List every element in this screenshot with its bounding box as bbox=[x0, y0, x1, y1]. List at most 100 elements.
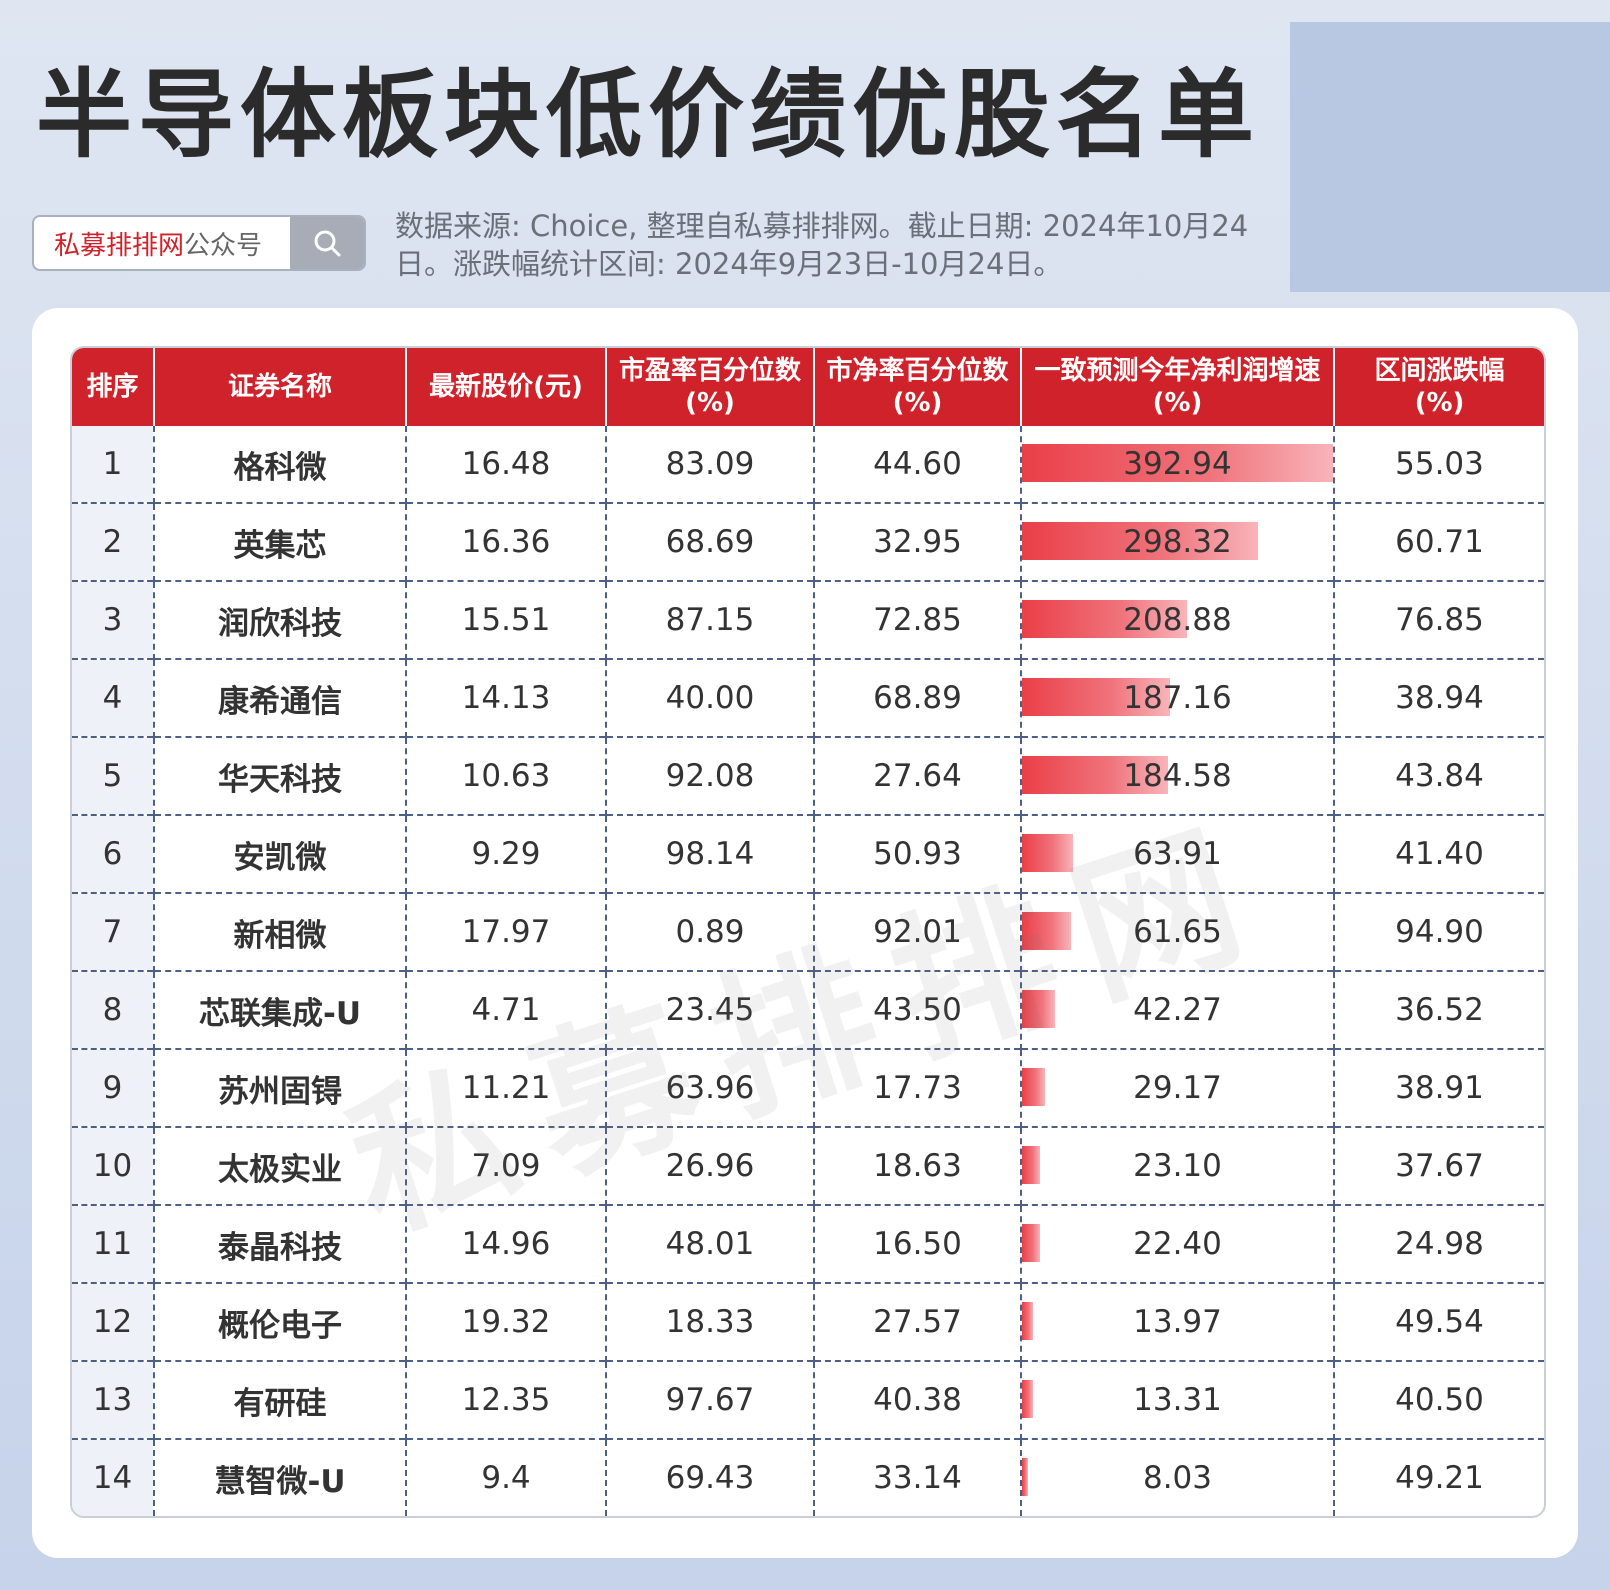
growth-value: 29.17 bbox=[1133, 1070, 1222, 1106]
price-cell: 10.63 bbox=[406, 736, 607, 815]
rank-cell: 6 bbox=[72, 814, 155, 893]
pb-cell: 27.57 bbox=[814, 1282, 1022, 1361]
search-label[interactable]: 私募排排网 公众号 bbox=[34, 217, 290, 269]
table-row: 12 概伦电子 19.32 18.33 27.57 13.97 49.54 bbox=[72, 1282, 1544, 1361]
table-card: 排序 证券名称 最新股价(元) 市盈率百分位数 (%) 市净率百分位数 (%) 一致… bbox=[32, 308, 1578, 1558]
growth-bar bbox=[1022, 1458, 1029, 1496]
change-cell: 49.21 bbox=[1334, 1438, 1544, 1516]
pb-cell: 50.93 bbox=[814, 814, 1022, 893]
change-cell: 43.84 bbox=[1334, 736, 1544, 815]
change-cell: 41.40 bbox=[1334, 814, 1544, 893]
growth-cell: 298.32 bbox=[1021, 502, 1335, 581]
pe-cell: 87.15 bbox=[606, 580, 815, 659]
header-pe: 市盈率百分位数 (%) bbox=[606, 348, 815, 426]
table-row: 2 英集芯 16.36 68.69 32.95 298.32 60.71 bbox=[72, 502, 1544, 581]
growth-cell: 8.03 bbox=[1021, 1438, 1335, 1516]
growth-bar bbox=[1022, 678, 1171, 716]
rank-cell: 5 bbox=[72, 736, 155, 815]
change-cell: 24.98 bbox=[1334, 1204, 1544, 1283]
price-cell: 16.48 bbox=[406, 426, 607, 503]
pb-cell: 43.50 bbox=[814, 970, 1022, 1049]
rank-cell: 12 bbox=[72, 1282, 155, 1361]
table-row: 8 芯联集成-U 4.71 23.45 43.50 42.27 36.52 bbox=[72, 970, 1544, 1049]
table-row: 1 格科微 16.48 83.09 44.60 392.94 55.03 bbox=[72, 426, 1544, 503]
table-row: 14 慧智微-U 9.4 69.43 33.14 8.03 49.21 bbox=[72, 1438, 1544, 1516]
name-cell: 新相微 bbox=[154, 892, 407, 971]
rank-cell: 13 bbox=[72, 1360, 155, 1439]
table-row: 6 安凯微 9.29 98.14 50.93 63.91 41.40 bbox=[72, 814, 1544, 893]
rank-cell: 2 bbox=[72, 502, 155, 581]
growth-value: 13.31 bbox=[1133, 1382, 1222, 1418]
search-box[interactable]: 私募排排网 公众号 bbox=[32, 215, 366, 271]
growth-bar bbox=[1022, 600, 1188, 638]
growth-bar bbox=[1022, 1224, 1040, 1262]
background-panel bbox=[1290, 22, 1610, 292]
price-cell: 12.35 bbox=[406, 1360, 607, 1439]
price-cell: 19.32 bbox=[406, 1282, 607, 1361]
pe-cell: 69.43 bbox=[606, 1438, 815, 1516]
rank-cell: 1 bbox=[72, 426, 155, 503]
growth-bar bbox=[1022, 444, 1333, 482]
growth-cell: 392.94 bbox=[1021, 426, 1335, 503]
header-name: 证券名称 bbox=[154, 348, 407, 426]
header-change: 区间涨跌幅 (%) bbox=[1334, 348, 1544, 426]
pb-cell: 92.01 bbox=[814, 892, 1022, 971]
price-cell: 7.09 bbox=[406, 1126, 607, 1205]
pb-cell: 44.60 bbox=[814, 426, 1022, 503]
price-cell: 14.96 bbox=[406, 1204, 607, 1283]
pe-cell: 83.09 bbox=[606, 426, 815, 503]
growth-value: 8.03 bbox=[1142, 1460, 1213, 1496]
search-icon bbox=[314, 230, 341, 257]
name-cell: 苏州固锝 bbox=[154, 1048, 407, 1127]
name-cell: 有研硅 bbox=[154, 1360, 407, 1439]
growth-value: 22.40 bbox=[1133, 1226, 1222, 1262]
price-cell: 16.36 bbox=[406, 502, 607, 581]
table-row: 11 泰晶科技 14.96 48.01 16.50 22.40 24.98 bbox=[72, 1204, 1544, 1283]
growth-bar bbox=[1022, 1380, 1033, 1418]
rank-cell: 11 bbox=[72, 1204, 155, 1283]
growth-bar bbox=[1022, 834, 1073, 872]
change-cell: 40.50 bbox=[1334, 1360, 1544, 1439]
table-header-row: 排序 证券名称 最新股价(元) 市盈率百分位数 (%) 市净率百分位数 (%) 一致… bbox=[72, 348, 1544, 426]
pe-cell: 23.45 bbox=[606, 970, 815, 1049]
growth-value: 13.97 bbox=[1133, 1304, 1222, 1340]
growth-bar bbox=[1022, 912, 1071, 950]
pb-cell: 33.14 bbox=[814, 1438, 1022, 1516]
growth-value: 298.32 bbox=[1123, 524, 1232, 560]
pe-cell: 26.96 bbox=[606, 1126, 815, 1205]
name-cell: 润欣科技 bbox=[154, 580, 407, 659]
growth-value: 23.10 bbox=[1133, 1148, 1222, 1184]
growth-bar bbox=[1022, 522, 1259, 560]
header-price: 最新股价(元) bbox=[406, 348, 607, 426]
growth-value: 187.16 bbox=[1123, 680, 1232, 716]
pe-cell: 0.89 bbox=[606, 892, 815, 971]
name-cell: 华天科技 bbox=[154, 736, 407, 815]
pe-cell: 40.00 bbox=[606, 658, 815, 737]
pe-cell: 68.69 bbox=[606, 502, 815, 581]
pe-cell: 18.33 bbox=[606, 1282, 815, 1361]
rank-cell: 7 bbox=[72, 892, 155, 971]
growth-value: 63.91 bbox=[1133, 836, 1222, 872]
growth-cell: 61.65 bbox=[1021, 892, 1335, 971]
growth-cell: 23.10 bbox=[1021, 1126, 1335, 1205]
change-cell: 37.67 bbox=[1334, 1126, 1544, 1205]
search-button[interactable] bbox=[290, 217, 364, 269]
change-cell: 49.54 bbox=[1334, 1282, 1544, 1361]
pe-cell: 92.08 bbox=[606, 736, 815, 815]
pb-cell: 72.85 bbox=[814, 580, 1022, 659]
table-row: 10 太极实业 7.09 26.96 18.63 23.10 37.67 bbox=[72, 1126, 1544, 1205]
growth-value: 61.65 bbox=[1133, 914, 1222, 950]
growth-value: 184.58 bbox=[1123, 758, 1232, 794]
name-cell: 概伦电子 bbox=[154, 1282, 407, 1361]
change-cell: 38.91 bbox=[1334, 1048, 1544, 1127]
growth-cell: 63.91 bbox=[1021, 814, 1335, 893]
growth-bar bbox=[1022, 1068, 1046, 1106]
pe-cell: 97.67 bbox=[606, 1360, 815, 1439]
growth-value: 208.88 bbox=[1123, 602, 1232, 638]
rank-cell: 14 bbox=[72, 1438, 155, 1516]
change-cell: 36.52 bbox=[1334, 970, 1544, 1049]
pb-cell: 17.73 bbox=[814, 1048, 1022, 1127]
name-cell: 泰晶科技 bbox=[154, 1204, 407, 1283]
price-cell: 11.21 bbox=[406, 1048, 607, 1127]
pb-cell: 32.95 bbox=[814, 502, 1022, 581]
